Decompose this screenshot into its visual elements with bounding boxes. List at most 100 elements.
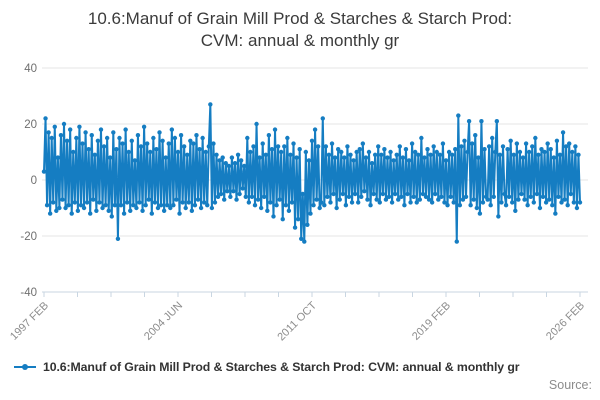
data-point[interactable] bbox=[388, 149, 393, 155]
data-point[interactable] bbox=[577, 200, 583, 205]
data-point[interactable] bbox=[382, 147, 387, 152]
data-point[interactable] bbox=[299, 236, 304, 241]
data-point[interactable] bbox=[547, 197, 552, 202]
data-point[interactable] bbox=[334, 205, 339, 211]
data-point[interactable] bbox=[69, 211, 74, 216]
data-point[interactable] bbox=[260, 141, 265, 146]
data-point[interactable] bbox=[383, 197, 389, 202]
data-point[interactable] bbox=[440, 141, 446, 146]
data-point[interactable] bbox=[399, 194, 404, 199]
data-point[interactable] bbox=[469, 141, 475, 146]
data-point[interactable] bbox=[311, 203, 316, 208]
data-point[interactable] bbox=[86, 147, 91, 152]
data-point[interactable] bbox=[242, 163, 247, 169]
data-point[interactable] bbox=[80, 141, 85, 146]
data-point[interactable] bbox=[497, 152, 503, 157]
data-point[interactable] bbox=[255, 197, 261, 202]
data-point[interactable] bbox=[442, 200, 447, 205]
data-point[interactable] bbox=[83, 130, 88, 135]
data-point[interactable] bbox=[425, 147, 430, 152]
data-point[interactable] bbox=[64, 138, 70, 143]
data-point[interactable] bbox=[109, 214, 114, 219]
data-point[interactable] bbox=[420, 191, 426, 197]
data-point[interactable] bbox=[522, 197, 527, 202]
data-point[interactable] bbox=[265, 208, 270, 213]
data-point[interactable] bbox=[178, 133, 184, 138]
data-point[interactable] bbox=[257, 155, 262, 160]
data-point[interactable] bbox=[226, 163, 232, 169]
data-point[interactable] bbox=[306, 158, 312, 163]
data-point[interactable] bbox=[103, 203, 108, 208]
data-point[interactable] bbox=[272, 127, 278, 132]
data-point[interactable] bbox=[542, 149, 547, 155]
data-point[interactable] bbox=[335, 147, 341, 152]
data-point[interactable] bbox=[292, 225, 298, 230]
data-point[interactable] bbox=[186, 200, 191, 205]
data-point[interactable] bbox=[254, 121, 259, 127]
data-point[interactable] bbox=[251, 144, 256, 149]
data-point[interactable] bbox=[191, 141, 196, 146]
data-point[interactable] bbox=[496, 214, 501, 219]
data-point[interactable] bbox=[539, 147, 544, 152]
data-point[interactable] bbox=[189, 208, 195, 213]
data-point[interactable] bbox=[576, 152, 581, 157]
data-point[interactable] bbox=[188, 138, 193, 143]
data-point[interactable] bbox=[328, 200, 333, 205]
data-point[interactable] bbox=[44, 203, 50, 208]
data-point[interactable] bbox=[570, 149, 575, 155]
data-point[interactable] bbox=[228, 194, 233, 199]
data-point[interactable] bbox=[476, 155, 481, 160]
data-point[interactable] bbox=[100, 205, 105, 211]
data-point[interactable] bbox=[400, 155, 406, 160]
data-point[interactable] bbox=[508, 138, 513, 143]
data-point[interactable] bbox=[331, 191, 336, 197]
data-point[interactable] bbox=[220, 155, 225, 160]
data-point[interactable] bbox=[499, 200, 504, 205]
data-point[interactable] bbox=[152, 200, 158, 205]
data-point[interactable] bbox=[174, 197, 179, 202]
data-point[interactable] bbox=[317, 205, 322, 211]
data-point[interactable] bbox=[486, 144, 492, 149]
data-point[interactable] bbox=[332, 155, 338, 160]
data-point[interactable] bbox=[288, 152, 293, 157]
data-point[interactable] bbox=[391, 158, 396, 163]
data-point[interactable] bbox=[351, 158, 356, 163]
data-point[interactable] bbox=[379, 152, 384, 157]
data-point[interactable] bbox=[197, 147, 202, 152]
data-point[interactable] bbox=[545, 141, 550, 146]
data-point[interactable] bbox=[453, 147, 458, 152]
data-point[interactable] bbox=[505, 147, 510, 152]
data-point[interactable] bbox=[91, 197, 96, 202]
data-point[interactable] bbox=[211, 141, 216, 146]
data-point[interactable] bbox=[559, 200, 564, 205]
data-point[interactable] bbox=[488, 203, 493, 208]
data-point[interactable] bbox=[357, 147, 362, 152]
data-point[interactable] bbox=[46, 130, 51, 135]
data-point[interactable] bbox=[525, 203, 530, 208]
data-point[interactable] bbox=[181, 144, 187, 149]
data-point[interactable] bbox=[368, 203, 373, 208]
data-point[interactable] bbox=[54, 208, 59, 213]
data-point[interactable] bbox=[473, 133, 478, 138]
data-point[interactable] bbox=[340, 191, 345, 197]
data-point[interactable] bbox=[377, 200, 382, 205]
data-point[interactable] bbox=[471, 197, 476, 202]
data-point[interactable] bbox=[295, 217, 301, 222]
data-point[interactable] bbox=[271, 214, 276, 219]
data-point[interactable] bbox=[554, 138, 560, 143]
data-point[interactable] bbox=[446, 149, 452, 155]
data-point[interactable] bbox=[180, 200, 185, 205]
data-point[interactable] bbox=[362, 189, 367, 194]
data-point[interactable] bbox=[229, 155, 235, 160]
data-point[interactable] bbox=[309, 138, 315, 143]
data-point[interactable] bbox=[550, 203, 555, 208]
data-point[interactable] bbox=[138, 144, 144, 149]
data-point[interactable] bbox=[514, 141, 520, 146]
data-point[interactable] bbox=[97, 200, 102, 205]
data-point[interactable] bbox=[534, 191, 540, 197]
data-point[interactable] bbox=[277, 197, 282, 202]
data-point[interactable] bbox=[200, 135, 205, 141]
data-point[interactable] bbox=[465, 149, 470, 155]
data-point[interactable] bbox=[106, 208, 111, 213]
data-point[interactable] bbox=[320, 116, 325, 121]
